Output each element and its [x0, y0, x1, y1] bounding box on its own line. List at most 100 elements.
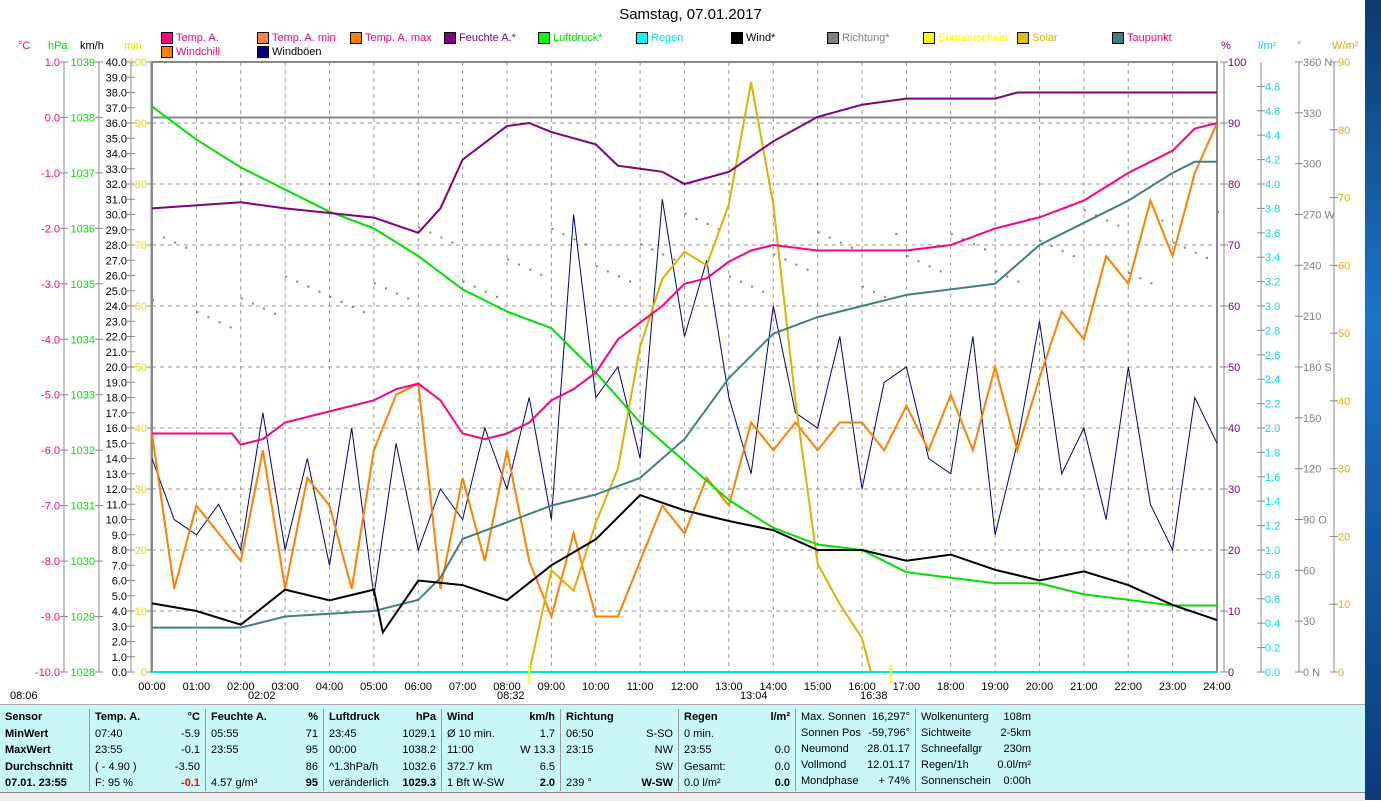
col-unit: %: [308, 711, 318, 723]
axis-deg-tick-label: 90 O: [1303, 515, 1327, 527]
legend-item: Wind*: [731, 32, 775, 44]
axis-rain-tick-label: 0.8: [1265, 569, 1280, 581]
direction-point: [307, 285, 310, 288]
series-luftdruck-: [151, 105, 1217, 607]
axis-hpa-tick-label: 1030: [71, 556, 95, 568]
direction-point: [684, 212, 687, 215]
direction-point: [1039, 239, 1042, 242]
legend-swatch: [923, 32, 935, 44]
stat-label: 1 Bft W-SW: [447, 777, 505, 789]
direction-point: [839, 241, 842, 244]
axis-rain-tick-label: 3.0: [1265, 301, 1280, 313]
x-tick-label: 21:00: [1070, 681, 1098, 693]
col-header: Sensor: [5, 711, 43, 723]
axis-kmh-tick-label: 36.0: [106, 118, 127, 130]
axis-wm2-tick-label: 30: [1338, 464, 1350, 476]
info-value: 12.01.17: [867, 759, 910, 771]
legend-label: Regen: [651, 32, 684, 44]
info-value: 0.0l/m²: [997, 759, 1031, 771]
direction-point: [1150, 282, 1153, 285]
axis-kmh-tick-label: 20.0: [106, 362, 127, 374]
x-tick-label: 13:00: [715, 681, 743, 693]
axis-pct-tick-label: 0: [1228, 667, 1234, 679]
direction-point: [484, 290, 487, 293]
row-label: MaxWert: [5, 744, 51, 756]
x-tick-label: 06:00: [404, 681, 432, 693]
status-bar: [0, 792, 1365, 801]
axis-kmh-tick-label: 32.0: [106, 179, 127, 191]
legend-item: Windchill: [161, 46, 220, 58]
x-tick-label: 00:00: [138, 681, 166, 693]
axis-pct-tick-label: 80: [1228, 179, 1240, 191]
row-label: 07.01. 23:55: [5, 777, 67, 789]
stat-label: 372.7 km: [447, 760, 493, 773]
direction-point: [1072, 255, 1075, 258]
axis-min-tick-label: 20: [135, 545, 147, 557]
legend-swatch: [636, 32, 648, 44]
axis-kmh-tick-label: 13.0: [106, 469, 127, 481]
direction-point: [728, 275, 731, 278]
unit-kmh: km/h: [80, 40, 104, 52]
col-header: Luftdruck: [329, 711, 380, 723]
axis-deg-tick-label: 240: [1303, 260, 1321, 272]
stat-label: F: 95 %: [95, 777, 133, 789]
direction-point: [240, 297, 243, 300]
direction-point: [218, 321, 221, 324]
legend-item: Sonnenschein: [923, 32, 1008, 44]
axis-pct-tick-label: 90: [1228, 118, 1240, 130]
axis-min-tick-label: 90: [135, 118, 147, 130]
direction-point: [152, 299, 154, 302]
direction-point: [340, 300, 343, 303]
axis-min-tick-label: 50: [135, 362, 147, 374]
direction-point: [362, 311, 365, 314]
x-tick-label: 14:00: [759, 681, 787, 693]
x-tick-label: 07:00: [449, 681, 477, 693]
axis-deg-tick-label: 270 W: [1303, 210, 1335, 222]
axis-kmh-tick-label: 3.0: [112, 621, 127, 633]
info-label: Mondphase: [801, 775, 859, 787]
legend-item: Regen: [636, 32, 683, 44]
direction-point: [1117, 224, 1120, 227]
direction-point: [762, 290, 765, 293]
stat-label: ^1.3hPa/h: [329, 760, 379, 773]
stat-value: 1029.1: [402, 727, 436, 740]
direction-point: [1194, 251, 1197, 254]
col-dir: Richtung 06:50 S-SO 23:15 NW SW 239 ° W-SW: [561, 709, 679, 791]
x-tick-label: 18:00: [937, 681, 965, 693]
legend-label: Temp. A. max: [365, 32, 432, 44]
series-wind-: [151, 493, 1218, 635]
x-tick-label: 12:00: [671, 681, 699, 693]
axis-kmh-tick-label: 9.0: [112, 530, 127, 542]
axis-temp-tick-label: -3.0: [41, 279, 60, 291]
direction-point: [906, 255, 909, 258]
direction-point: [717, 228, 720, 231]
direction-point: [1172, 241, 1175, 244]
stat-value: 2.0: [539, 777, 555, 789]
axis-deg-tick-label: 0 N: [1303, 667, 1320, 679]
axis-temp-tick-label: -7.0: [41, 501, 60, 513]
stat-label: 06:50: [566, 727, 594, 740]
unit-min: min: [124, 40, 142, 52]
axis-kmh-tick-label: 23.0: [106, 316, 127, 328]
direction-point: [884, 295, 887, 298]
col-unit: km/h: [529, 711, 555, 723]
direction-point: [584, 243, 587, 246]
axis-temp-tick-label: -5.0: [41, 390, 60, 402]
moonset-time: 02:02: [248, 690, 276, 702]
axis-kmh-tick-label: 1.0: [112, 652, 127, 664]
direction-point: [351, 306, 354, 308]
legend-label: Windböen: [272, 46, 322, 58]
legend-swatch: [538, 32, 550, 44]
direction-point: [850, 246, 853, 249]
weather-chart: 00:00 01:00 02:00 03:00 04:00 05:00 06:00 07:00…: [35, 57, 1350, 693]
direction-point: [695, 217, 698, 220]
x-tick-label: 03:00: [271, 681, 299, 693]
series-temp-a-: [152, 122, 1218, 446]
direction-point: [396, 292, 399, 295]
axis-rain-tick-label: 1.4: [1265, 496, 1280, 508]
axis-kmh-tick-label: 11.0: [106, 499, 127, 511]
x-tick-label: 24:00: [1203, 681, 1231, 693]
unit-deg: °: [1297, 40, 1302, 52]
direction-point: [1017, 280, 1020, 283]
x-tick-label: 11:00: [627, 681, 654, 693]
